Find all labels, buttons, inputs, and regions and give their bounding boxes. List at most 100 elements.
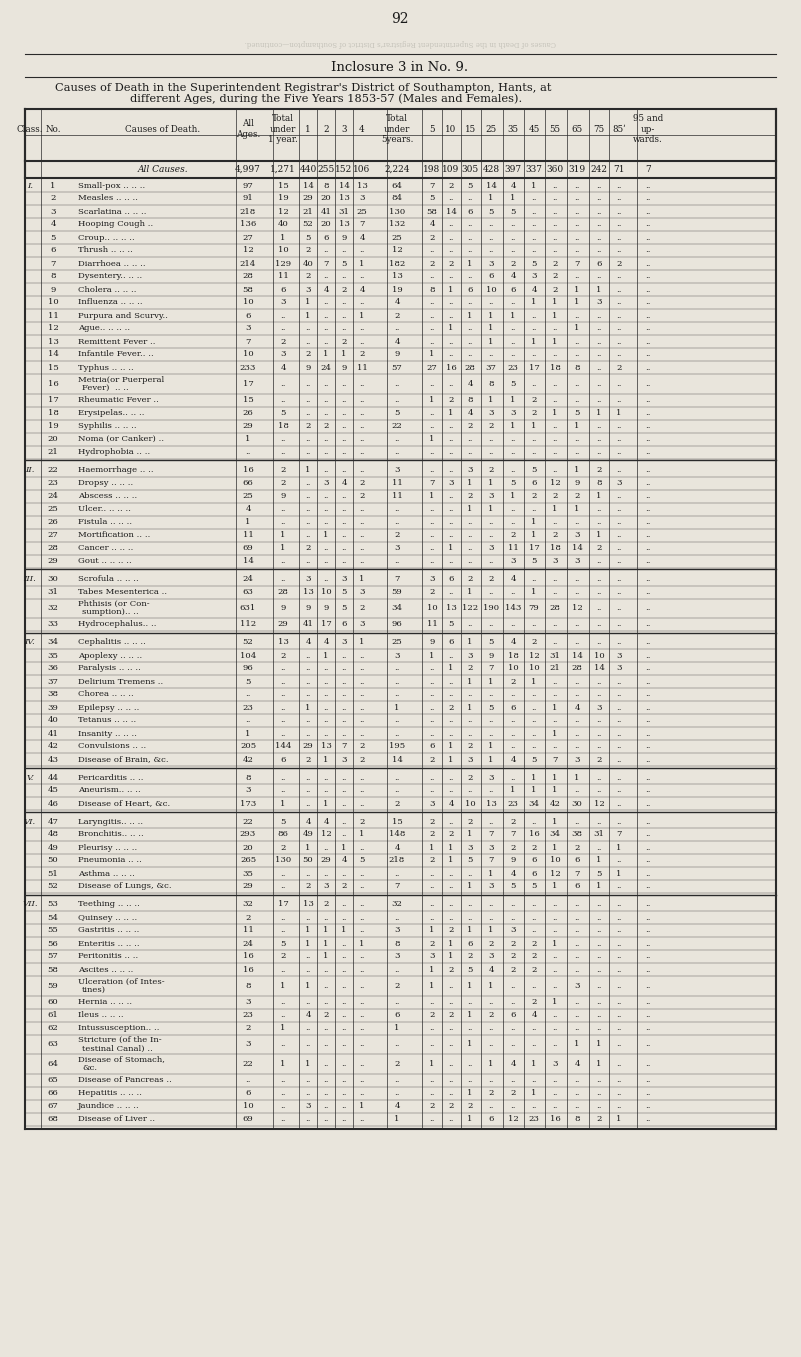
Text: ..: .. xyxy=(467,556,473,565)
Text: ..: .. xyxy=(394,448,400,456)
Text: 25: 25 xyxy=(243,493,253,499)
Text: 255: 255 xyxy=(317,166,335,174)
Text: ..: .. xyxy=(510,436,516,442)
Text: Enteritis .. .. ..: Enteritis .. .. .. xyxy=(78,939,139,947)
Text: ..: .. xyxy=(531,716,537,725)
Text: 1: 1 xyxy=(245,730,251,737)
Text: ..: .. xyxy=(596,208,602,216)
Text: 2: 2 xyxy=(360,604,364,612)
Text: ..: .. xyxy=(245,716,251,725)
Text: 2: 2 xyxy=(449,965,453,973)
Text: 7: 7 xyxy=(341,742,347,750)
Text: 2: 2 xyxy=(305,350,311,358)
Text: 4: 4 xyxy=(467,380,473,388)
Text: 95 and
up-
wards.: 95 and up- wards. xyxy=(633,114,663,144)
Text: 69: 69 xyxy=(243,1115,253,1124)
Text: 3: 3 xyxy=(245,1041,251,1048)
Text: 1: 1 xyxy=(449,544,453,552)
Text: 4: 4 xyxy=(245,505,251,513)
Text: 2: 2 xyxy=(489,1011,493,1019)
Text: 24: 24 xyxy=(243,575,253,584)
Text: 1: 1 xyxy=(429,436,435,442)
Text: 1: 1 xyxy=(574,773,580,782)
Text: 58: 58 xyxy=(243,285,253,293)
Text: 3: 3 xyxy=(510,556,516,565)
Text: 198: 198 xyxy=(424,166,441,174)
Text: 1: 1 xyxy=(489,479,493,487)
Text: 10: 10 xyxy=(243,350,253,358)
Text: ..: .. xyxy=(552,380,557,388)
Text: 2: 2 xyxy=(531,939,537,947)
Text: ..: .. xyxy=(429,338,435,346)
Text: 19: 19 xyxy=(392,285,402,293)
Text: ..: .. xyxy=(324,1060,328,1068)
Text: ..: .. xyxy=(574,396,580,404)
Text: ..: .. xyxy=(552,208,557,216)
Text: ..: .. xyxy=(429,1076,435,1084)
Text: 84: 84 xyxy=(392,194,402,202)
Text: ..: .. xyxy=(616,817,622,825)
Text: 1: 1 xyxy=(449,742,453,750)
Text: 3: 3 xyxy=(394,651,400,660)
Text: 4: 4 xyxy=(359,125,365,133)
Text: 2: 2 xyxy=(429,1102,435,1110)
Text: ..: .. xyxy=(596,620,602,628)
Text: ..: .. xyxy=(429,544,435,552)
Text: ..: .. xyxy=(305,1041,311,1048)
Text: ..: .. xyxy=(646,965,650,973)
Text: ..: .. xyxy=(324,1076,328,1084)
Text: 5: 5 xyxy=(596,870,602,878)
Text: ..: .. xyxy=(429,787,435,794)
Text: 3: 3 xyxy=(305,575,311,584)
Text: 5: 5 xyxy=(50,233,56,242)
Text: ..: .. xyxy=(616,856,622,864)
Text: 24: 24 xyxy=(320,364,332,372)
Text: ..: .. xyxy=(429,465,435,474)
Text: ..: .. xyxy=(324,436,328,442)
Text: 8: 8 xyxy=(394,939,400,947)
Text: Cancer .. .. ..: Cancer .. .. .. xyxy=(78,544,134,552)
Text: ..: .. xyxy=(552,247,557,255)
Text: ..: .. xyxy=(280,436,286,442)
Text: ..: .. xyxy=(467,299,473,307)
Text: ..: .. xyxy=(646,1060,650,1068)
Text: 2: 2 xyxy=(324,1011,328,1019)
Text: 4: 4 xyxy=(394,844,400,851)
Text: ..: .. xyxy=(646,182,650,190)
Text: Insanity .. .. ..: Insanity .. .. .. xyxy=(78,730,137,737)
Text: 1: 1 xyxy=(280,1025,286,1033)
Text: 4: 4 xyxy=(489,965,493,973)
Text: 2: 2 xyxy=(394,799,400,807)
Text: 28: 28 xyxy=(549,604,561,612)
Text: 37: 37 xyxy=(485,364,497,372)
Text: 1: 1 xyxy=(429,1060,435,1068)
Text: ..: .. xyxy=(510,465,516,474)
Text: 2: 2 xyxy=(553,259,557,267)
Text: ..: .. xyxy=(574,233,580,242)
Text: ..: .. xyxy=(646,799,650,807)
Text: 46: 46 xyxy=(47,799,58,807)
Text: 2: 2 xyxy=(429,817,435,825)
Text: ..: .. xyxy=(646,208,650,216)
Text: 7: 7 xyxy=(574,259,580,267)
Text: ..: .. xyxy=(489,901,493,908)
Text: 2: 2 xyxy=(596,544,602,552)
Text: 3: 3 xyxy=(616,665,622,673)
Text: 3: 3 xyxy=(531,273,537,281)
Text: 1: 1 xyxy=(596,1060,602,1068)
Text: ..: .. xyxy=(360,505,364,513)
Text: ..: .. xyxy=(360,380,364,388)
Text: ..: .. xyxy=(531,1102,537,1110)
Text: 1: 1 xyxy=(305,703,311,711)
Text: ..: .. xyxy=(280,691,286,699)
Text: ..: .. xyxy=(510,1076,516,1084)
Text: 10: 10 xyxy=(243,299,253,307)
Text: ..: .. xyxy=(646,505,650,513)
Text: 1: 1 xyxy=(553,939,557,947)
Text: 3: 3 xyxy=(574,531,580,539)
Text: ..: .. xyxy=(552,1025,557,1033)
Text: 16: 16 xyxy=(529,830,539,839)
Text: 1: 1 xyxy=(341,350,347,358)
Text: 2: 2 xyxy=(596,756,602,764)
Text: 4: 4 xyxy=(574,703,580,711)
